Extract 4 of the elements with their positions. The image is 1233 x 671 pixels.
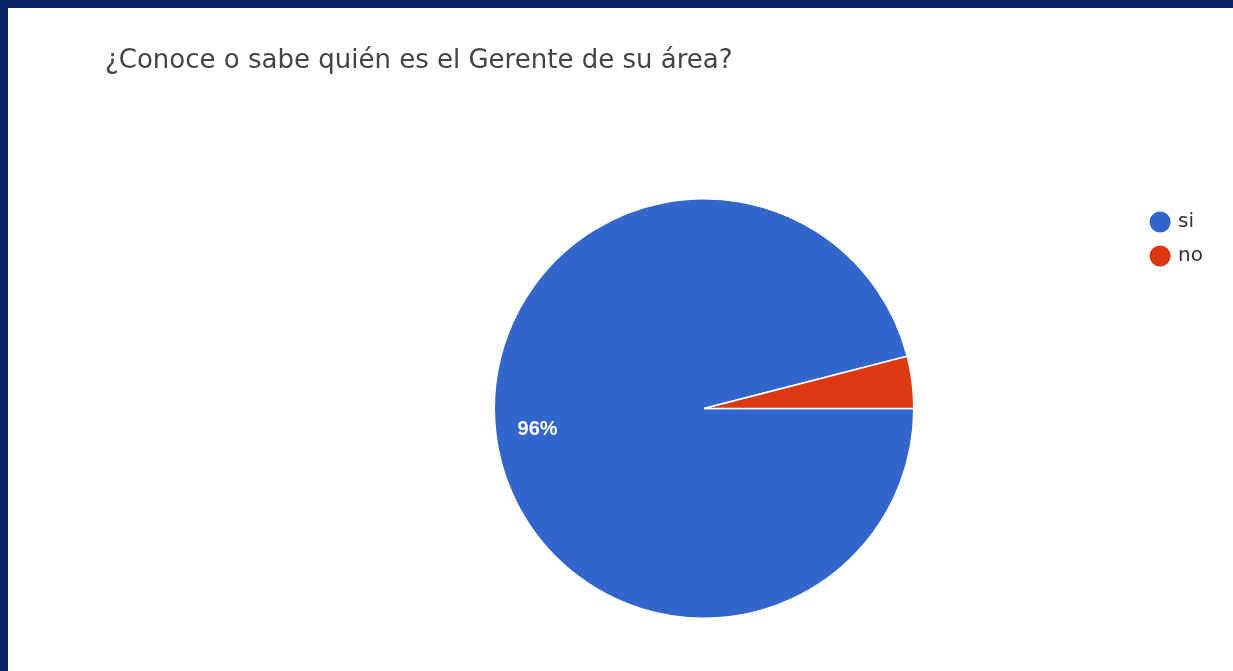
legend-label: no — [1178, 242, 1204, 267]
chart-title: ¿Conoce o sabe quién es el Gerente de su área? — [105, 44, 733, 74]
data-label: 96% — [517, 417, 558, 440]
legend-label: si — [1178, 208, 1195, 233]
